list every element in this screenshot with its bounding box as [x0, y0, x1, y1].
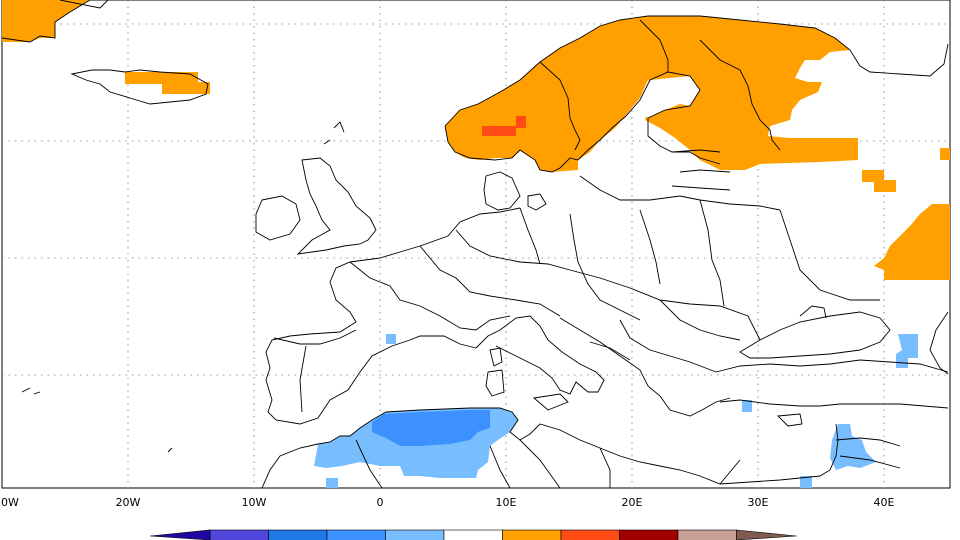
anomaly-russia-south — [874, 204, 950, 280]
legend-swatch — [502, 529, 562, 540]
lon-tick-label: 10E — [496, 496, 517, 509]
lon-tick-label: 40E — [874, 496, 895, 509]
anomaly-morocco-dot — [326, 478, 338, 488]
lon-tick-label: 20W — [116, 496, 141, 509]
legend-swatch — [677, 529, 737, 540]
legend-swatch — [385, 529, 445, 540]
anomaly-iceland-east — [125, 72, 210, 94]
lon-tick-label: 20E — [622, 496, 643, 509]
anomaly-north-africa-core — [372, 410, 490, 446]
lon-tick-label: 10W — [242, 496, 267, 509]
anomaly-greenland-east — [2, 0, 90, 42]
legend-swatch — [268, 529, 328, 540]
lon-tick-labels: 30W 20W 10W 0 10E 20E 30E 40E — [0, 496, 895, 509]
anomaly-cyprus-dot — [742, 400, 752, 412]
anomaly-scandinavia — [445, 16, 858, 172]
anomaly-russia-east — [862, 170, 896, 192]
gulf-of-bothnia — [640, 76, 700, 118]
legend-swatch — [209, 529, 269, 540]
anomaly-shading — [2, 0, 950, 488]
lon-tick-label: 0 — [377, 496, 384, 509]
legend-arrow-low — [149, 529, 211, 540]
legend-swatch — [560, 529, 620, 540]
anomaly-south-norway-core — [482, 126, 516, 136]
legend-swatch — [619, 529, 679, 540]
anomaly-caucasus — [896, 334, 918, 368]
anomaly-south-norway-core-top — [516, 116, 526, 128]
anomaly-egypt-dot — [800, 476, 812, 488]
anomaly-russia-edge — [940, 148, 950, 160]
legend-swatch — [326, 529, 386, 540]
anomaly-spain-dot — [386, 334, 396, 344]
anomaly-levant — [830, 424, 876, 470]
legend-arrow-high — [736, 529, 797, 540]
lon-tick-label: 30W — [0, 496, 19, 509]
coastlines — [1, 0, 949, 489]
lon-tick-label: 30E — [748, 496, 769, 509]
legend-swatch — [443, 529, 503, 540]
